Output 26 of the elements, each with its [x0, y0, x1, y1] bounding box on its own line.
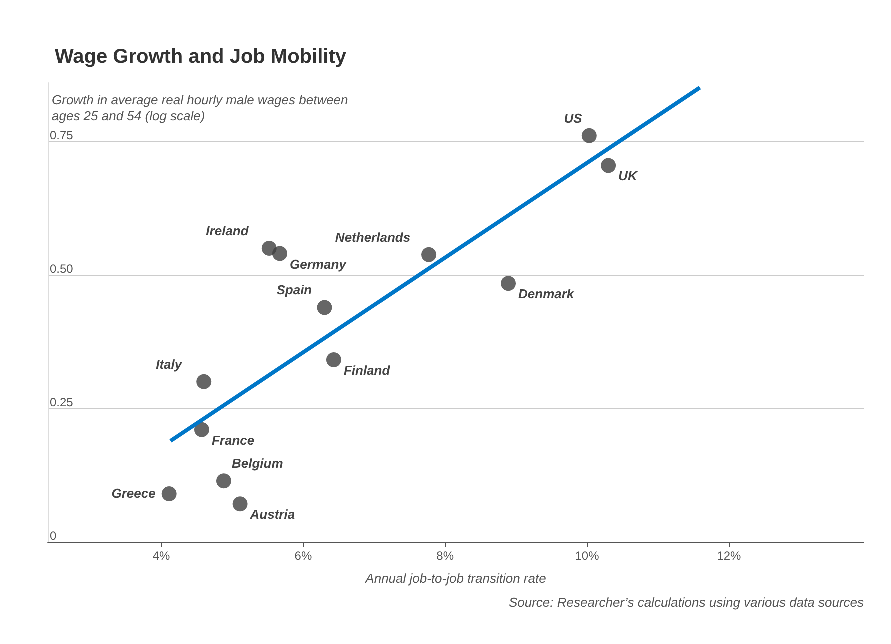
annotation: US [564, 110, 583, 126]
source-note: Source: Researcher’s calculations using various data sources [508, 595, 864, 610]
annotation: Netherlands [335, 230, 411, 245]
y-axis-title: Growth in average real hourly male wages between ages 25 and 54 (log scale) [52, 92, 352, 124]
x-tick-label: 4% [152, 549, 171, 563]
x-axis-title: Annual job-to-job transition rate [364, 571, 546, 586]
annotation: Austria [249, 507, 296, 522]
annotation: Italy [156, 356, 183, 372]
x-tick-label: 10% [575, 549, 600, 563]
y-tick-label: 0 [50, 529, 57, 543]
y-tick-label: 0.75 [50, 128, 74, 143]
x-tick-label: 8% [436, 549, 454, 563]
annotation: Spain [276, 282, 312, 298]
annotation: Greece [112, 486, 156, 501]
annotation: Ireland [206, 223, 250, 238]
annotation: Germany [290, 256, 348, 272]
y-tick-label: 0.25 [50, 396, 74, 410]
annotation: Belgium [232, 456, 284, 472]
x-tick-label: 12% [717, 549, 742, 563]
annotation: Finland [344, 363, 392, 378]
x-tick-label: 6% [294, 549, 312, 563]
chart-title: Wage Growth and Job Mobility [55, 46, 348, 68]
annotation: France [212, 432, 255, 448]
y-tick-label: 0.50 [50, 262, 74, 276]
annotation: UK [618, 168, 639, 184]
annotation: Denmark [518, 286, 575, 302]
